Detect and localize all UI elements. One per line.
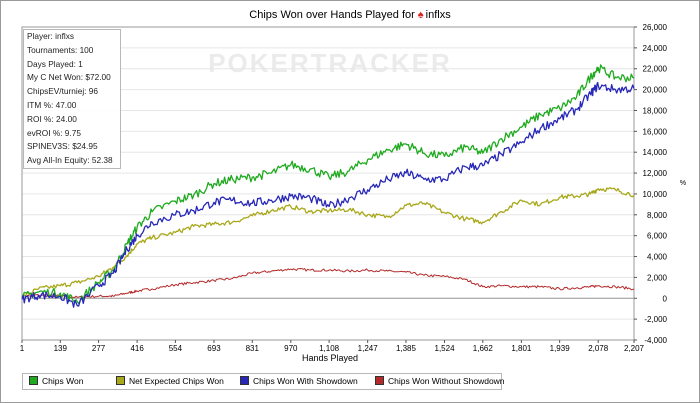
x-tick-label: 1,801 <box>511 344 532 353</box>
stat-roi: ROI %: 24.00 <box>27 113 77 124</box>
series-chips-won <box>21 64 635 305</box>
series-net-expected-chips-won <box>21 187 635 298</box>
x-tick-label: 1,247 <box>358 344 379 353</box>
stat-evroi: evROI %: 9.75 <box>27 127 81 138</box>
stat-player: Player: inflxs <box>27 31 75 41</box>
series-chips-won-without-showdown <box>21 268 635 299</box>
x-tick-label: 831 <box>246 344 260 353</box>
x-axis: 1 139 277 416 554 693 831 970 1,108 1,247 1,385 1,5… <box>20 340 645 353</box>
legend-item-without-showdown[interactable]: Chips Won Without Showdown <box>375 376 505 387</box>
x-tick-label: 1 <box>20 344 25 353</box>
series-line-chips-won-with-showdown <box>21 81 635 308</box>
player-stats-box: Player: inflxs Tournaments: 100 Days Pla… <box>23 29 121 169</box>
y-tick-label: 20,000 <box>643 86 668 95</box>
plot-frame <box>21 26 635 341</box>
legend-label: Net Expected Chips Won <box>129 376 224 386</box>
legend-label: Chips Won <box>42 376 84 386</box>
stat-net-won: My C Net Won: $72.00 <box>27 72 111 83</box>
y-tick-label: 6,000 <box>647 232 668 241</box>
series-chips-won-with-showdown <box>21 81 635 308</box>
y-tick-label: 10,000 <box>643 190 668 199</box>
x-tick-label: 277 <box>92 344 106 353</box>
legend-label: Chips Won Without Showdown <box>388 376 505 386</box>
series-line-net-expected-chips-won <box>21 187 635 298</box>
legend-item-net-expected[interactable]: Net Expected Chips Won <box>116 376 224 387</box>
x-axis-label: Hands Played <box>302 353 358 363</box>
legend-label: Chips Won With Showdown <box>253 376 358 386</box>
x-tick-label: 554 <box>169 344 183 353</box>
y-tick-label: -2,000 <box>644 315 667 324</box>
x-tick-label: 1,662 <box>473 344 494 353</box>
x-tick-label: 2,078 <box>588 344 609 353</box>
y-tick-label: 22,000 <box>643 65 668 74</box>
stat-days-played: Days Played: 1 <box>27 58 83 69</box>
legend-item-with-showdown[interactable]: Chips Won With Showdown <box>240 376 358 387</box>
x-tick-label: 693 <box>207 344 221 353</box>
x-tick-label: 1,524 <box>435 344 456 353</box>
x-tick-label: 1,108 <box>319 344 340 353</box>
y-tick-label: 0 <box>663 294 668 303</box>
stat-tournaments: Tournaments: 100 <box>27 44 94 55</box>
stat-spinev: SPINEV3S: $24.95 <box>27 141 98 152</box>
spade-icon: ♠ <box>417 9 424 21</box>
y-tick-label: 8,000 <box>647 211 668 220</box>
y-tick-label: -4,000 <box>644 336 667 345</box>
y-tick-label: 14,000 <box>643 148 668 157</box>
x-tick-label: 416 <box>130 344 144 353</box>
legend-item-chips-won[interactable]: Chips Won <box>29 376 83 387</box>
x-tick-label: 139 <box>54 344 68 353</box>
x-tick-label: 2,207 <box>624 344 645 353</box>
y-tick-label: 4,000 <box>647 253 668 262</box>
chart-title: Chips Won over Hands Played for ♠ inflxs <box>0 9 700 21</box>
y-tick-label: 26,000 <box>643 23 668 32</box>
y-tick-label: 18,000 <box>643 106 668 115</box>
y-tick-label: 16,000 <box>643 127 668 136</box>
chart-grid <box>22 47 634 320</box>
series-line-chips-won <box>21 64 635 305</box>
pokertracker-watermark: POKERTRACKER <box>208 48 452 78</box>
y-tick-label: 2,000 <box>647 273 668 282</box>
stat-allin-equity: Avg All-In Equity: 52.38 <box>27 155 113 166</box>
legend-swatch-with-showdown <box>240 376 249 385</box>
x-tick-label: 1,939 <box>550 344 571 353</box>
x-tick-label: 1,385 <box>396 344 417 353</box>
y-tick-label: 12,000 <box>643 169 668 178</box>
y-tick-label: 24,000 <box>643 44 668 53</box>
stat-itm: ITM %: 47.00 <box>27 99 77 110</box>
legend-swatch-without-showdown <box>375 376 384 385</box>
y-axis: -4,000 -2,000 0 2,000 4,000 6,000 8,000 10,000 1… <box>634 23 668 345</box>
chart-legend: Chips Won Net Expected Chips Won Chips W… <box>22 373 505 390</box>
series-line-chips-won-without-showdown <box>21 268 635 299</box>
player-name: inflxs <box>425 9 451 21</box>
legend-swatch-net-expected <box>116 376 125 385</box>
y-axis-unit: % <box>680 180 686 187</box>
chart-title-text: Chips Won over Hands Played for <box>249 9 415 21</box>
stat-chips-ev: ChipsEV/turniej: 96 <box>27 86 99 97</box>
x-tick-label: 970 <box>284 344 298 353</box>
legend-swatch-chips-won <box>29 376 38 385</box>
series-layer <box>21 64 635 308</box>
